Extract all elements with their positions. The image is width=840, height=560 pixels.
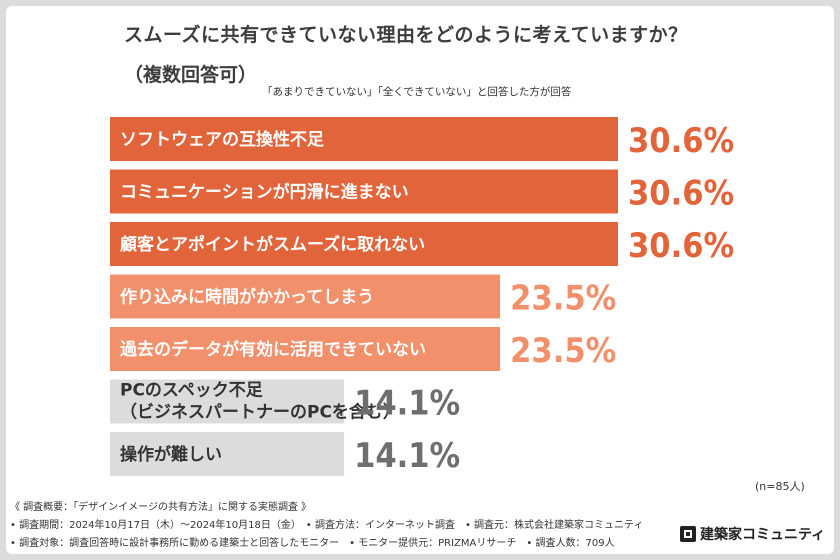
chart-subtitle: （複数回答可） xyxy=(124,64,258,86)
footer-survey-title: 《 調査概要：「デザインイメージの共有方法」に関する実態調査 》 xyxy=(10,502,312,513)
logo-text: 建築家コミュニティ xyxy=(700,527,826,543)
footer-survey-target: • 調査対象：調査回答時に設計事務所に勤める建築士と回答したモニター • モニタ… xyxy=(10,538,615,549)
bar-label-6: 操作が難しい xyxy=(120,444,222,465)
respondent-note: 「あまりできていない」「全くできていない」と回答した方が回答 xyxy=(262,86,572,98)
bar-5 xyxy=(110,379,345,424)
footer-survey-period: • 調査期間：2024年10月17日（木）〜2024年10月18日（金） • 調… xyxy=(10,520,644,531)
value-label-4: 23.5% xyxy=(510,331,616,371)
bar-6 xyxy=(110,432,345,476)
company-logo: 建築家コミュニティ xyxy=(680,524,825,544)
value-label-6: 14.1% xyxy=(354,436,460,476)
bar-label-4: 過去のデータが有効に活用できていない xyxy=(120,339,426,360)
bar-1 xyxy=(110,169,618,214)
bar-2 xyxy=(110,222,618,266)
value-label-3: 23.5% xyxy=(510,279,616,319)
bar-label-1: コミュニケーションが円滑に進まない xyxy=(120,182,409,203)
sample-size: (n=85人) xyxy=(755,480,805,493)
chart-title: スムーズに共有できていない理由をどのように考えていますか？ xyxy=(124,24,688,46)
bar-4 xyxy=(110,327,501,371)
bar-0 xyxy=(110,117,618,161)
bar-label-0: ソフトウェアの互換性不足 xyxy=(120,129,324,150)
bar-label-2: 顧客とアポイントがスムーズに取れない xyxy=(120,234,425,255)
bar-3 xyxy=(110,274,501,319)
logo-mark-icon xyxy=(680,526,696,542)
value-label-5: 14.1% xyxy=(354,384,460,424)
bar-label-3: 作り込みに時間がかかってしまう xyxy=(120,287,374,308)
value-label-1: 30.6% xyxy=(628,174,734,214)
bar-label-5: PCのスペック不足（ビジネスパートナーのPCを含む） xyxy=(120,381,400,423)
value-label-2: 30.6% xyxy=(628,226,734,266)
value-label-0: 30.6% xyxy=(628,121,734,161)
